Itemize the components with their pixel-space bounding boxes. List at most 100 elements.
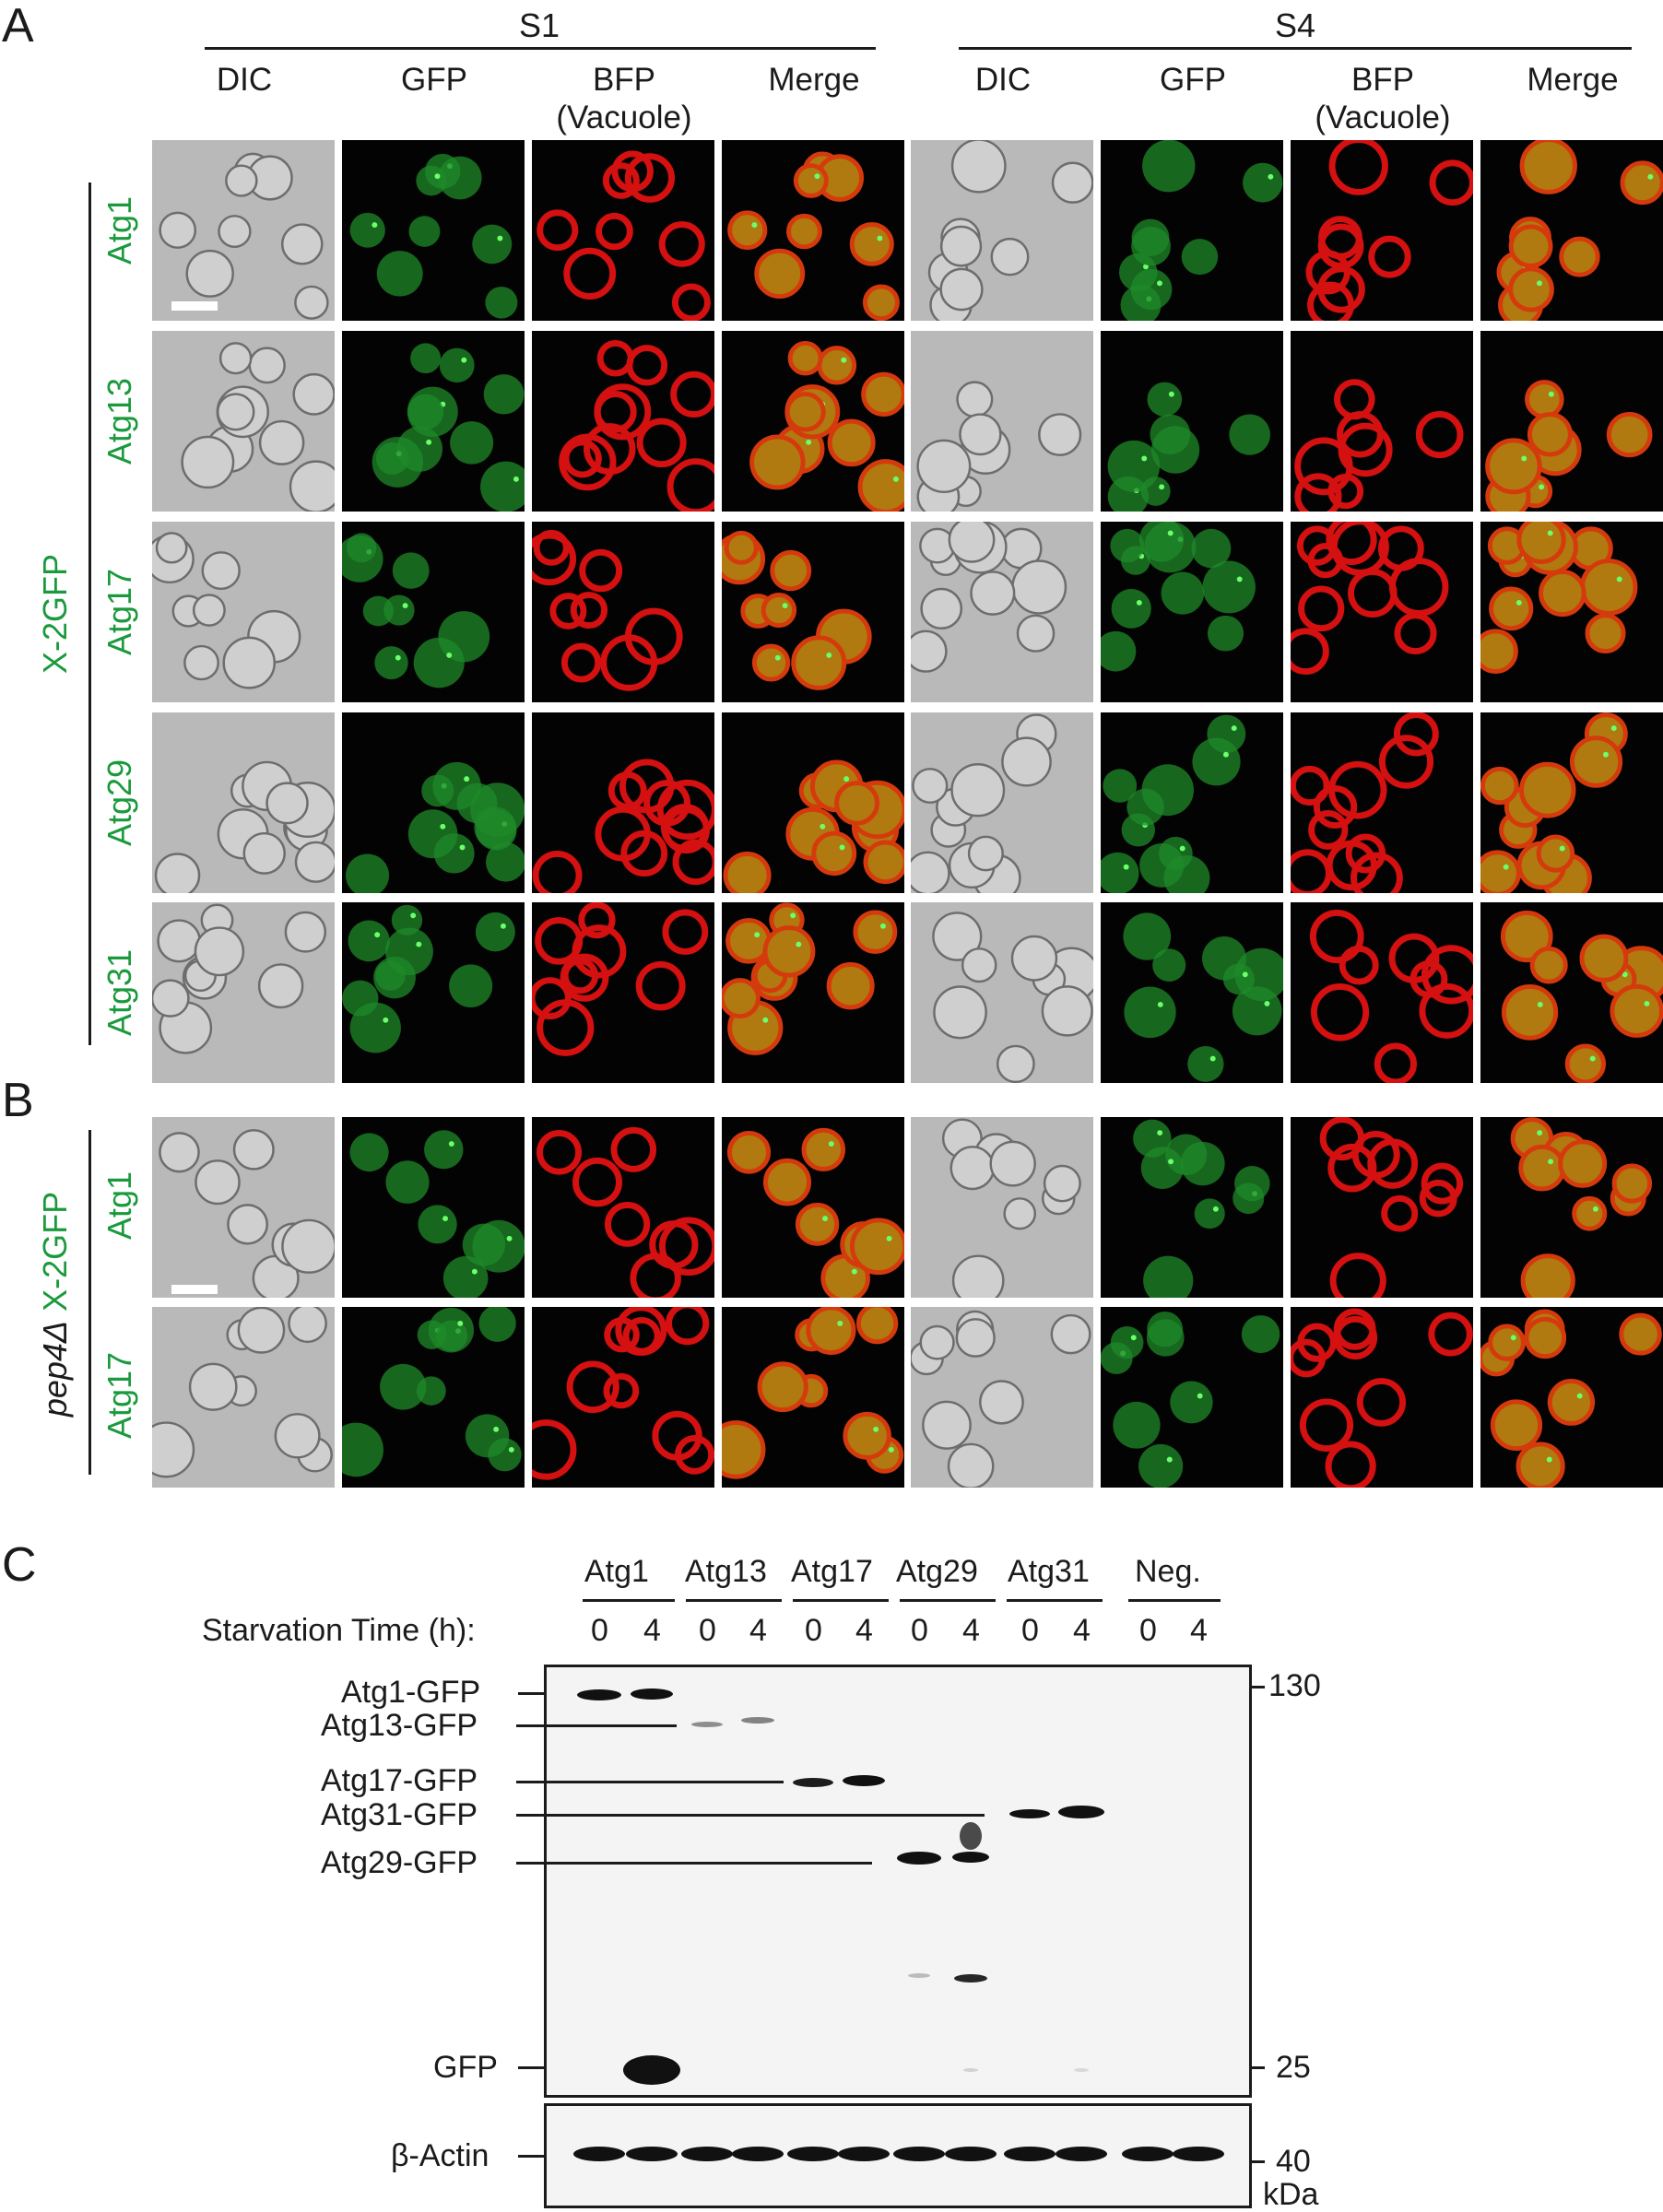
cell bbox=[347, 533, 377, 563]
puncta bbox=[1592, 1206, 1598, 1212]
scale-bar bbox=[171, 1285, 218, 1294]
blot-band bbox=[577, 1689, 621, 1700]
time-label: 4 bbox=[749, 1613, 767, 1648]
cell bbox=[849, 1218, 904, 1276]
cell bbox=[1043, 1164, 1081, 1203]
cell bbox=[549, 593, 587, 629]
cell bbox=[787, 340, 823, 376]
cell bbox=[380, 1363, 427, 1410]
channel-header-dic-s1: DIC bbox=[216, 62, 273, 98]
tile-b-atg1-s4-bfp bbox=[1291, 1117, 1473, 1298]
starvation-time-label: Starvation Time (h): bbox=[202, 1613, 476, 1648]
cell bbox=[1611, 1163, 1653, 1204]
tile-atg1-s4-dic bbox=[911, 140, 1093, 321]
puncta bbox=[1212, 1206, 1219, 1212]
puncta bbox=[1179, 845, 1185, 852]
tile-atg1-s4-bfp bbox=[1291, 140, 1473, 321]
cell bbox=[559, 433, 617, 491]
cell bbox=[951, 1254, 1005, 1298]
puncta bbox=[1622, 971, 1628, 978]
cell bbox=[817, 346, 857, 385]
blot-band bbox=[952, 1852, 989, 1863]
time-label: 0 bbox=[591, 1613, 608, 1648]
cell bbox=[1291, 765, 1330, 806]
cell bbox=[216, 393, 255, 431]
cell bbox=[948, 522, 996, 563]
tile-atg29-s1-dic bbox=[152, 712, 335, 893]
cell bbox=[1415, 411, 1464, 459]
cell bbox=[456, 782, 498, 824]
tile-atg17-s1-merge bbox=[722, 522, 904, 702]
cell bbox=[600, 634, 658, 691]
cell bbox=[536, 1129, 583, 1175]
blot-band bbox=[838, 2147, 890, 2161]
row-label-atg13: Atg13 bbox=[100, 377, 138, 465]
cell bbox=[1559, 236, 1600, 277]
row-label-atg17: Atg17 bbox=[100, 568, 138, 656]
cell bbox=[433, 833, 475, 874]
cell bbox=[1345, 833, 1386, 874]
puncta bbox=[1268, 173, 1274, 180]
cell bbox=[594, 391, 637, 433]
puncta bbox=[843, 776, 850, 782]
marker-tick-25 bbox=[1252, 2066, 1265, 2069]
cell bbox=[602, 162, 640, 199]
puncta bbox=[1157, 1130, 1163, 1135]
blot-band bbox=[573, 2147, 625, 2161]
cell bbox=[1299, 1398, 1354, 1453]
cell bbox=[749, 434, 806, 490]
tile-atg1-s1-merge bbox=[722, 140, 904, 321]
cell bbox=[635, 961, 686, 1011]
blot-band bbox=[1056, 2147, 1107, 2161]
tile-b-atg17-s4-gfp bbox=[1101, 1307, 1283, 1488]
puncta bbox=[416, 941, 422, 947]
puncta bbox=[1157, 1002, 1163, 1007]
cell bbox=[242, 831, 286, 875]
cell bbox=[346, 853, 390, 893]
channel-header-dic-s4: DIC bbox=[974, 62, 1032, 98]
puncta bbox=[1616, 576, 1622, 582]
puncta bbox=[374, 932, 381, 938]
cell bbox=[643, 780, 690, 827]
cell bbox=[861, 371, 904, 417]
tile-atg17-s1-dic bbox=[152, 522, 335, 702]
cell bbox=[932, 912, 983, 961]
cell bbox=[1500, 910, 1553, 963]
puncta bbox=[395, 654, 401, 661]
cell bbox=[793, 163, 829, 198]
cell bbox=[486, 841, 525, 882]
strain-rule-neg bbox=[1128, 1599, 1221, 1602]
blot-band bbox=[908, 1972, 930, 1978]
cell bbox=[795, 1202, 840, 1246]
cell bbox=[1527, 412, 1573, 457]
puncta bbox=[506, 1235, 513, 1241]
tile-b-atg17-s1-bfp bbox=[532, 1307, 714, 1488]
cell bbox=[1140, 1147, 1184, 1189]
cell bbox=[449, 964, 493, 1007]
condition-s4-rule bbox=[959, 47, 1632, 50]
cell bbox=[1328, 140, 1388, 195]
cell bbox=[1229, 414, 1271, 455]
blot-band bbox=[1074, 2068, 1089, 2072]
cell bbox=[1159, 836, 1193, 871]
cell bbox=[1291, 628, 1329, 675]
cell bbox=[1147, 382, 1183, 417]
tile-atg1-s4-gfp bbox=[1101, 140, 1283, 321]
cell bbox=[1241, 1315, 1280, 1354]
group-b-prefix: pep4Δ bbox=[36, 1320, 74, 1418]
cell bbox=[152, 979, 190, 1018]
blot-band bbox=[963, 2068, 978, 2072]
puncta bbox=[1547, 530, 1553, 536]
cell bbox=[532, 1419, 577, 1480]
cell bbox=[1170, 1381, 1213, 1424]
cell bbox=[843, 1411, 891, 1460]
cell bbox=[566, 1360, 619, 1414]
cell bbox=[920, 587, 963, 629]
group-a-label: X-2GFP bbox=[36, 553, 74, 675]
cell bbox=[610, 1126, 657, 1172]
band-label-atg13-gfp: Atg13-GFP bbox=[321, 1708, 478, 1743]
tile-atg17-s1-gfp bbox=[342, 522, 525, 702]
puncta bbox=[461, 357, 467, 363]
strain-label-atg29: Atg29 bbox=[896, 1554, 978, 1589]
cell bbox=[1317, 265, 1365, 313]
